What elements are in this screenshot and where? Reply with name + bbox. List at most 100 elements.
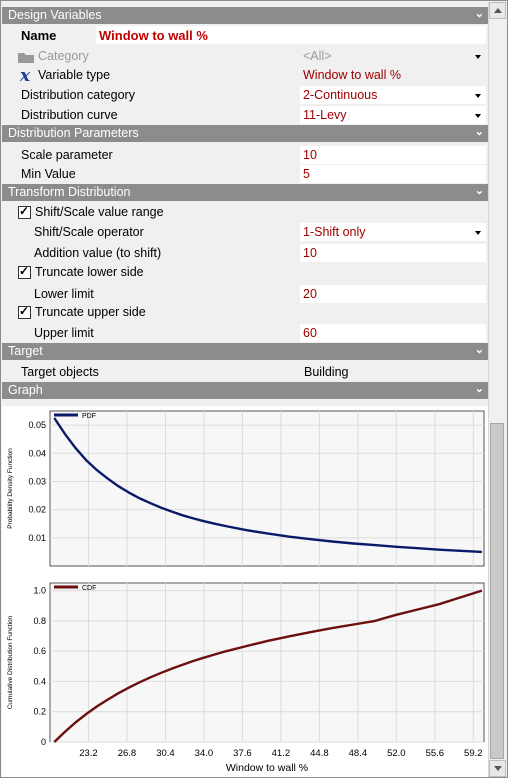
double-chevron-icon[interactable]: ⌄	[474, 344, 484, 356]
section-target[interactable]: Target ⌄	[2, 343, 488, 360]
min-value-field[interactable]: 5	[300, 165, 486, 183]
section-title: Distribution Parameters	[8, 126, 139, 140]
section-distribution-parameters[interactable]: Distribution Parameters ⌄	[2, 125, 488, 142]
upper-limit-label: Upper limit	[34, 326, 94, 340]
variable-type-label: Variable type	[38, 68, 111, 82]
scale-parameter-field[interactable]: 10	[300, 146, 486, 164]
scale-parameter-row: Scale parameter 10	[2, 146, 488, 166]
double-chevron-icon[interactable]: ⌄	[474, 383, 484, 395]
y-tick-label: 0.01	[28, 533, 46, 543]
x-tick-label: 30.4	[156, 748, 175, 759]
section-transform-distribution[interactable]: Transform Distribution ⌄	[2, 184, 488, 201]
shift-operator-dropdown[interactable]: 1-Shift only	[300, 223, 486, 241]
truncate-upper-row: Truncate upper side	[2, 303, 488, 323]
name-value: Window to wall %	[99, 28, 208, 43]
target-objects-label: Target objects	[21, 365, 99, 379]
section-title: Graph	[8, 383, 43, 397]
target-objects-value[interactable]: Building	[304, 365, 349, 379]
y-tick-label: 0.6	[33, 646, 46, 656]
y-axis-label: Cumulative Distribution Function	[7, 615, 14, 709]
lower-limit-field[interactable]: 20	[300, 285, 486, 303]
upper-limit-value: 60	[303, 326, 317, 340]
x-tick-label: 41.2	[272, 748, 291, 759]
upper-limit-row: Upper limit 60	[2, 324, 488, 344]
min-value-label: Min Value	[21, 167, 76, 181]
y-tick-label: 0.04	[28, 448, 46, 458]
y-tick-label: 0.02	[28, 505, 46, 515]
distribution-category-value: 2-Continuous	[303, 88, 378, 102]
name-row: Name Window to wall %	[2, 26, 488, 46]
y-tick-label: 0	[41, 737, 46, 747]
scroll-up-button[interactable]	[489, 2, 506, 19]
lower-limit-row: Lower limit 20	[2, 285, 488, 305]
name-label: Name	[21, 28, 57, 43]
scroll-thumb[interactable]	[490, 423, 504, 759]
addition-value-value: 10	[303, 246, 317, 260]
section-title: Design Variables	[8, 8, 102, 22]
x-tick-label: 37.6	[233, 748, 252, 759]
distribution-category-row: Distribution category 2-Continuous	[2, 86, 488, 106]
min-value-row: Min Value 5	[2, 165, 488, 185]
addition-value-row: Addition value (to shift) 10	[2, 244, 488, 264]
series-line-cdf	[53, 589, 483, 743]
scale-parameter-label: Scale parameter	[21, 148, 113, 162]
name-field[interactable]: Window to wall %	[96, 26, 486, 44]
target-objects-row: Target objects Building	[2, 363, 488, 383]
section-graph[interactable]: Graph ⌄	[2, 382, 488, 399]
shift-scale-row: Shift/Scale value range	[2, 203, 488, 223]
distribution-curve-dropdown[interactable]: 11-Levy	[300, 106, 486, 124]
x-tick-label: 34.0	[195, 748, 214, 759]
y-tick-label: 0.4	[33, 676, 46, 686]
x-tick-label: 55.6	[426, 748, 445, 759]
section-design-variables[interactable]: Design Variables ⌄	[2, 7, 488, 24]
shift-scale-checkbox[interactable]	[18, 204, 31, 219]
section-title: Transform Distribution	[8, 185, 131, 199]
x-tick-label: 52.0	[387, 748, 406, 759]
double-chevron-icon[interactable]: ⌄	[474, 8, 484, 20]
x-tick-label: 26.8	[118, 748, 137, 759]
plot-area	[49, 582, 485, 743]
truncate-lower-row: Truncate lower side	[2, 263, 488, 283]
variable-type-row: x Variable type Window to wall %	[2, 66, 488, 86]
shift-operator-label: Shift/Scale operator	[34, 225, 144, 239]
x-tick-label: 23.2	[79, 748, 98, 759]
distribution-charts: 0.01 0.02 0.03 0.04 0.05 Probability Density …	[7, 410, 485, 774]
truncate-lower-label: Truncate lower side	[35, 265, 144, 279]
variable-x-icon: x	[20, 66, 31, 86]
section-title: Target	[8, 344, 43, 358]
x-tick-label: 59.2	[464, 748, 483, 759]
double-chevron-icon[interactable]: ⌄	[474, 126, 484, 138]
x-tick-label: 48.4	[349, 748, 368, 759]
min-value-value: 5	[303, 167, 310, 181]
distribution-curve-label: Distribution curve	[21, 108, 118, 122]
category-dropdown[interactable]: <All>	[300, 47, 486, 65]
upper-limit-field[interactable]: 60	[300, 324, 486, 342]
y-tick-label: 0.05	[28, 420, 46, 430]
shift-operator-row: Shift/Scale operator 1-Shift only	[2, 223, 488, 243]
x-tick-label: 44.8	[310, 748, 329, 759]
distribution-curve-row: Distribution curve 11-Levy	[2, 106, 488, 126]
property-grid: Design Variables ⌄ Name Window to wall %…	[2, 2, 488, 777]
category-value: <All>	[303, 49, 332, 63]
y-tick-label: 0.03	[28, 476, 46, 486]
legend-label: PDF	[82, 413, 96, 420]
y-tick-label: 0.8	[33, 616, 46, 626]
scroll-down-button[interactable]	[489, 760, 506, 777]
lower-limit-value: 20	[303, 287, 317, 301]
distribution-category-label: Distribution category	[21, 88, 135, 102]
addition-value-field[interactable]: 10	[300, 244, 486, 262]
lower-limit-label: Lower limit	[34, 287, 94, 301]
variable-type-value: Window to wall %	[303, 68, 401, 82]
vertical-scrollbar[interactable]	[488, 2, 506, 777]
double-chevron-icon[interactable]: ⌄	[474, 185, 484, 197]
distribution-category-dropdown[interactable]: 2-Continuous	[300, 86, 486, 104]
category-row: Category <All>	[2, 47, 488, 67]
legend-label: CDF	[82, 585, 96, 592]
series-line-pdf	[53, 417, 482, 554]
truncate-lower-checkbox[interactable]	[18, 264, 31, 279]
graph-area: 0.01 0.02 0.03 0.04 0.05 Probability Density …	[2, 406, 488, 777]
folder-icon	[18, 51, 34, 63]
y-tick-label: 1.0	[33, 586, 46, 596]
truncate-upper-checkbox[interactable]	[18, 304, 31, 319]
